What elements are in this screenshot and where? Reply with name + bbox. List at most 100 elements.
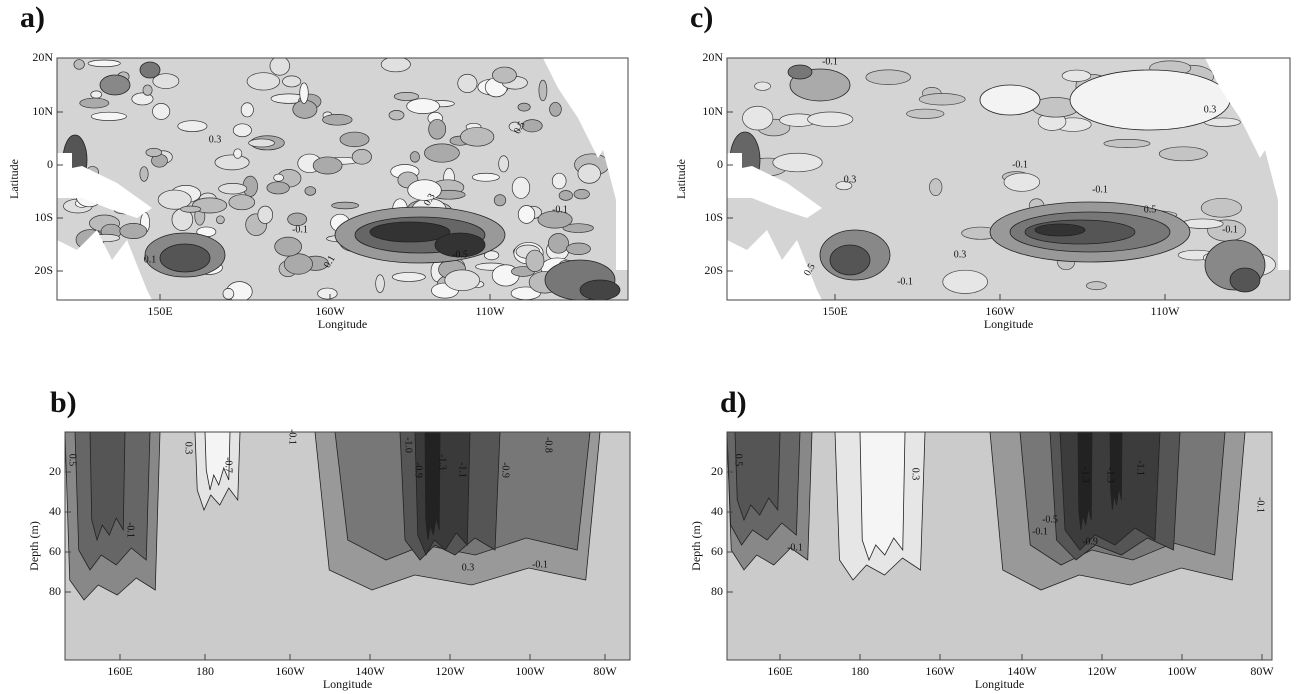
contour-label: -0.1 xyxy=(552,204,568,215)
land xyxy=(57,230,152,300)
panel: b) 160E 180 160W 140W 120W 100W 80W 20 40 60 80 Long… xyxy=(27,386,631,691)
contour-label: -0.9 xyxy=(413,462,424,478)
contour-region xyxy=(407,179,442,201)
contour-label: -1.0 xyxy=(403,437,414,453)
contour-region xyxy=(246,72,281,91)
contour-region xyxy=(918,93,966,106)
panel: d) 160E 180 160W 140W 120W 100W 80W 20 40 60 80 Long… xyxy=(689,386,1275,691)
contour-label: -1.3 xyxy=(437,454,448,470)
x-tick-label: 120W xyxy=(1087,664,1117,678)
y-tick-label: 60 xyxy=(49,544,61,558)
x-tick-label: 150E xyxy=(147,304,172,318)
y-tick-label: 10S xyxy=(34,210,53,224)
contour-label: -0.5 xyxy=(452,249,468,260)
panel-label: a) xyxy=(20,1,45,34)
contour-region xyxy=(177,120,208,132)
contour-region xyxy=(547,233,569,254)
contour-label: 0.3 xyxy=(954,249,967,260)
x-tick-label: 160W xyxy=(315,304,345,318)
x-tick-label: 80W xyxy=(1250,664,1274,678)
x-tick-label: 110W xyxy=(1151,304,1181,318)
contour-label: -0.9 xyxy=(500,462,511,478)
y-tick-label: 20S xyxy=(34,263,53,277)
contour-label: -0.1 xyxy=(125,522,136,538)
x-tick-label: 150E xyxy=(822,304,847,318)
no-data xyxy=(543,58,628,270)
panel: c) 150E 160W 110W 20N 10N 0 10S 20S Longitude Lati… xyxy=(674,1,1291,331)
contour-region xyxy=(493,194,507,207)
contour-region xyxy=(409,151,420,163)
contour-region xyxy=(579,279,621,300)
contour-region xyxy=(492,66,517,84)
contour-region xyxy=(835,181,853,191)
x-tick-label: 140W xyxy=(355,664,385,678)
contour-region xyxy=(218,182,248,195)
contour-label: -0.1 xyxy=(897,276,913,287)
contour-label: 0.3 xyxy=(844,174,857,185)
contour-region xyxy=(90,111,127,121)
contour-region xyxy=(434,232,486,258)
contour-region xyxy=(829,244,871,276)
x-tick-label: 140W xyxy=(1007,664,1037,678)
contour-region xyxy=(414,432,471,556)
y-axis-label: Depth (m) xyxy=(27,521,41,571)
contour-region xyxy=(906,108,945,119)
contour-region xyxy=(304,186,317,196)
contour-region xyxy=(131,92,154,106)
contour-region xyxy=(406,98,440,114)
contour-region xyxy=(734,432,781,522)
contour-label: -1.3 xyxy=(1105,467,1116,483)
y-tick-label: 20N xyxy=(702,50,723,64)
contour-region xyxy=(73,59,85,70)
y-axis-label: Depth (m) xyxy=(689,521,703,571)
contour-region xyxy=(807,111,854,127)
y-axis-label: Latitude xyxy=(7,159,21,199)
contour-label: 0.3 xyxy=(910,468,921,481)
contour-region xyxy=(204,432,231,491)
contour-label: -0.5 xyxy=(1042,514,1058,525)
y-tick-label: 10S xyxy=(704,210,723,224)
contour-region xyxy=(511,176,531,199)
contour-label: -0.8 xyxy=(543,437,554,453)
contour-region xyxy=(865,69,911,85)
y-tick-label: 80 xyxy=(49,584,61,598)
contour-region xyxy=(157,189,192,210)
contour-region xyxy=(859,432,906,562)
contour-region xyxy=(551,172,567,190)
contour-region xyxy=(119,223,148,239)
contour-region xyxy=(754,81,771,91)
contour-region xyxy=(460,127,495,147)
contour-label: -0.1 xyxy=(1222,224,1238,235)
contour-region xyxy=(525,249,545,272)
contour-region xyxy=(444,269,481,292)
contour-label: -0.7 xyxy=(223,457,234,473)
contour-region xyxy=(538,79,548,102)
x-axis-label: Longitude xyxy=(975,677,1024,691)
contour-region xyxy=(566,242,591,255)
contour-region xyxy=(537,210,573,229)
contour-region xyxy=(228,194,256,211)
panel-label: b) xyxy=(50,386,77,419)
y-tick-label: 20S xyxy=(704,263,723,277)
contour-region xyxy=(391,272,426,282)
contour-label: 0.3 xyxy=(209,134,222,145)
contour-label: -1.3 xyxy=(1080,467,1091,483)
contour-label: -0.1 xyxy=(1012,159,1028,170)
contour-region xyxy=(232,123,252,138)
contour-region xyxy=(269,58,290,76)
contour-region xyxy=(393,92,420,101)
contour-region xyxy=(215,215,225,225)
contour-region xyxy=(471,172,500,182)
x-tick-label: 120W xyxy=(435,664,465,678)
contour-region xyxy=(274,236,303,257)
contour-region xyxy=(1003,172,1041,192)
contour-label: -1.1 xyxy=(457,462,468,478)
contour-region xyxy=(1109,432,1123,511)
contour-region xyxy=(369,221,451,243)
contour-region xyxy=(317,287,338,300)
contour-region xyxy=(89,432,126,542)
contour-label: -0.1 xyxy=(1092,184,1108,195)
contour-region xyxy=(380,58,411,73)
contour-region xyxy=(287,212,308,226)
contour-region xyxy=(573,189,590,200)
